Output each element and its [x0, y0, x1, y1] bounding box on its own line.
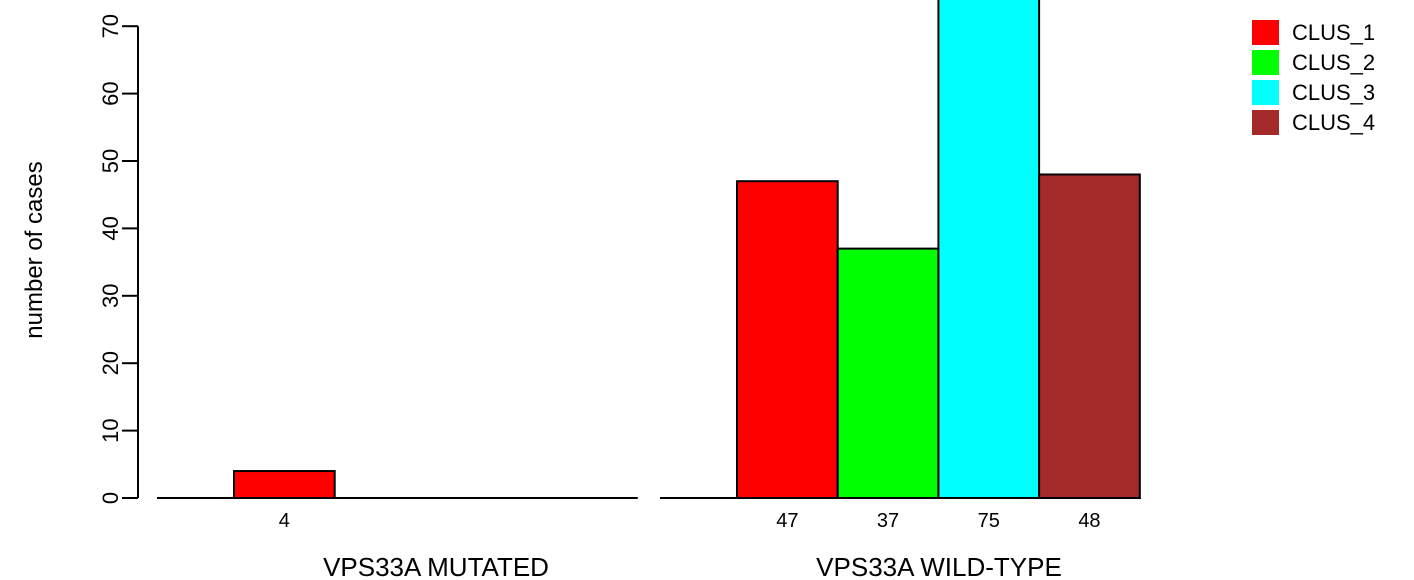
bar-clus-1 — [736, 180, 839, 499]
bars: 4 VPS33A MUTATED 47 37 75 48 VPS33A WILD-TYPE — [157, 0, 1141, 580]
bar-clus-1 — [233, 470, 336, 500]
y-axis-title: number of cases — [21, 161, 48, 338]
bar-clus-3 — [937, 0, 1041, 499]
legend-label: CLUS_2 — [1292, 50, 1375, 75]
legend-swatch — [1252, 50, 1279, 75]
legend-swatch — [1252, 110, 1279, 135]
legend-swatch — [1252, 20, 1279, 45]
legend-label: CLUS_3 — [1292, 80, 1375, 105]
legend-label: CLUS_1 — [1292, 20, 1375, 45]
y-axis: 0 10 20 30 40 50 60 70 — [98, 14, 139, 504]
bar-count-label: 4 — [279, 510, 290, 532]
y-tick-label: 50 — [98, 149, 123, 173]
y-tick-label: 0 — [98, 492, 123, 504]
y-tick-label: 70 — [98, 14, 123, 38]
legend: CLUS_1 CLUS_2 CLUS_3 CLUS_4 — [1252, 20, 1375, 135]
group-label: VPS33A WILD-TYPE — [816, 552, 1062, 580]
y-tick-label: 60 — [98, 81, 123, 105]
group-label: VPS33A MUTATED — [323, 552, 549, 580]
bar-count-label: 47 — [776, 510, 798, 532]
bar-clus-4 — [1038, 173, 1141, 499]
y-tick-label: 20 — [98, 351, 123, 375]
legend-label: CLUS_4 — [1292, 110, 1375, 135]
bar-count-label: 37 — [877, 510, 899, 532]
y-tick-label: 10 — [98, 418, 123, 442]
bar-count-label: 75 — [978, 510, 1000, 532]
bar-count-label: 48 — [1078, 510, 1100, 532]
bar-clus-2 — [836, 247, 940, 499]
y-tick-label: 40 — [98, 216, 123, 240]
legend-swatch — [1252, 80, 1279, 105]
y-tick-label: 30 — [98, 284, 123, 308]
